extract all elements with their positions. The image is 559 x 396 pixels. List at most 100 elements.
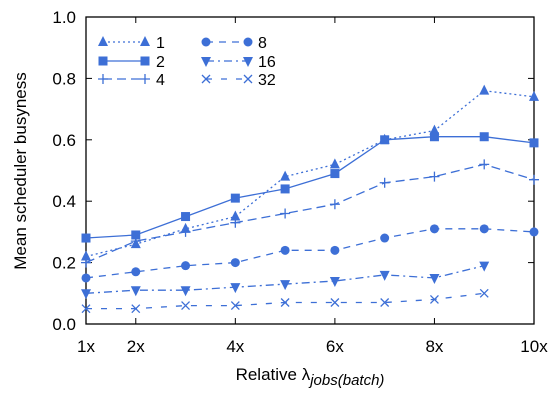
legend-marker (140, 74, 150, 84)
data-point (81, 250, 91, 261)
series-4 (81, 159, 539, 268)
data-point (230, 283, 241, 294)
data-point (180, 286, 191, 297)
data-point (329, 158, 340, 169)
data-point (479, 224, 489, 234)
series-16 (81, 261, 490, 300)
series-line (85, 136, 535, 239)
data-point (479, 261, 490, 272)
data-point (81, 233, 91, 243)
data-point (329, 199, 340, 210)
series-layer (81, 84, 539, 314)
data-point (479, 288, 489, 298)
legend-marker (98, 36, 108, 46)
data-point (529, 227, 539, 237)
data-point (379, 270, 390, 281)
data-point (230, 210, 241, 221)
legend-marker (201, 37, 211, 47)
data-point (230, 258, 240, 268)
data-point (181, 301, 191, 311)
legend-marker (98, 74, 108, 84)
legend-label: 8 (258, 35, 267, 52)
legend-marker (140, 36, 150, 46)
x-axis-title: Relative λjobs(batch) (236, 365, 385, 389)
y-tick-label: 0.4 (52, 192, 76, 211)
legend-marker (140, 56, 150, 66)
data-point (181, 212, 191, 222)
data-point (330, 169, 340, 179)
data-point (529, 90, 539, 101)
legend-item: 8 (201, 35, 267, 52)
legend-marker (243, 57, 253, 67)
data-point (130, 286, 141, 297)
x-axis-title-main: Relative λ (236, 365, 311, 384)
data-point (529, 174, 539, 185)
data-point (230, 193, 240, 203)
y-axis: 0.0 0.2 0.4 0.6 0.8 1.0 (52, 8, 534, 334)
data-point (429, 171, 440, 182)
data-point (81, 289, 91, 300)
data-point (131, 304, 141, 314)
data-point (280, 280, 291, 291)
x-tick-label: 2x (127, 337, 145, 356)
x-axis: 1x 2x 4x 6x 8x 10x (77, 17, 548, 356)
series-line (85, 163, 535, 264)
data-point (330, 245, 340, 255)
data-point (479, 132, 489, 142)
data-point (529, 138, 539, 148)
data-point (180, 226, 191, 237)
x-tick-label: 1x (77, 337, 95, 356)
legend-marker (243, 37, 253, 47)
legend-label: 2 (156, 54, 165, 71)
legend-label: 32 (258, 72, 276, 89)
data-point (131, 230, 141, 240)
data-point (280, 184, 290, 194)
legend-label: 1 (156, 35, 165, 52)
data-point (130, 236, 141, 247)
data-point (429, 124, 440, 135)
data-point (280, 245, 290, 255)
data-point (479, 159, 490, 170)
data-point (330, 298, 340, 307)
data-point (131, 267, 141, 277)
x-tick-label: 4x (226, 337, 244, 356)
data-point (479, 84, 490, 95)
legend-marker (201, 74, 211, 84)
series-line (85, 90, 535, 258)
data-point (280, 208, 291, 219)
x-tick-label: 10x (520, 337, 548, 356)
x-tick-label: 8x (425, 337, 443, 356)
legend-item: 1 (98, 35, 165, 52)
data-point (81, 273, 91, 283)
data-point (429, 132, 439, 142)
x-axis-title-subscript: jobs(batch) (308, 372, 384, 389)
legend-marker (243, 74, 253, 84)
data-point (380, 135, 390, 145)
data-point (81, 304, 91, 314)
data-point (429, 224, 439, 234)
y-axis-title: Mean scheduler busyness (11, 72, 30, 270)
series-32 (81, 288, 489, 314)
data-point (280, 170, 291, 181)
data-point (81, 257, 91, 268)
legend-item: 4 (98, 72, 165, 89)
y-tick-label: 1.0 (52, 8, 76, 27)
series-1 (81, 84, 539, 261)
data-point (181, 261, 191, 271)
y-tick-label: 0.6 (52, 131, 76, 150)
plot-frame (85, 16, 535, 325)
legend-label: 4 (156, 72, 165, 89)
data-point (329, 277, 340, 288)
data-point (380, 298, 390, 307)
series-2 (81, 132, 539, 243)
series-8 (81, 224, 539, 283)
data-point (280, 298, 290, 307)
legend-marker (98, 56, 108, 66)
legend-label: 16 (258, 54, 276, 71)
data-point (230, 217, 241, 228)
legend-item: 32 (201, 72, 276, 89)
legend-item: 16 (201, 54, 276, 71)
y-tick-label: 0.0 (52, 315, 76, 334)
